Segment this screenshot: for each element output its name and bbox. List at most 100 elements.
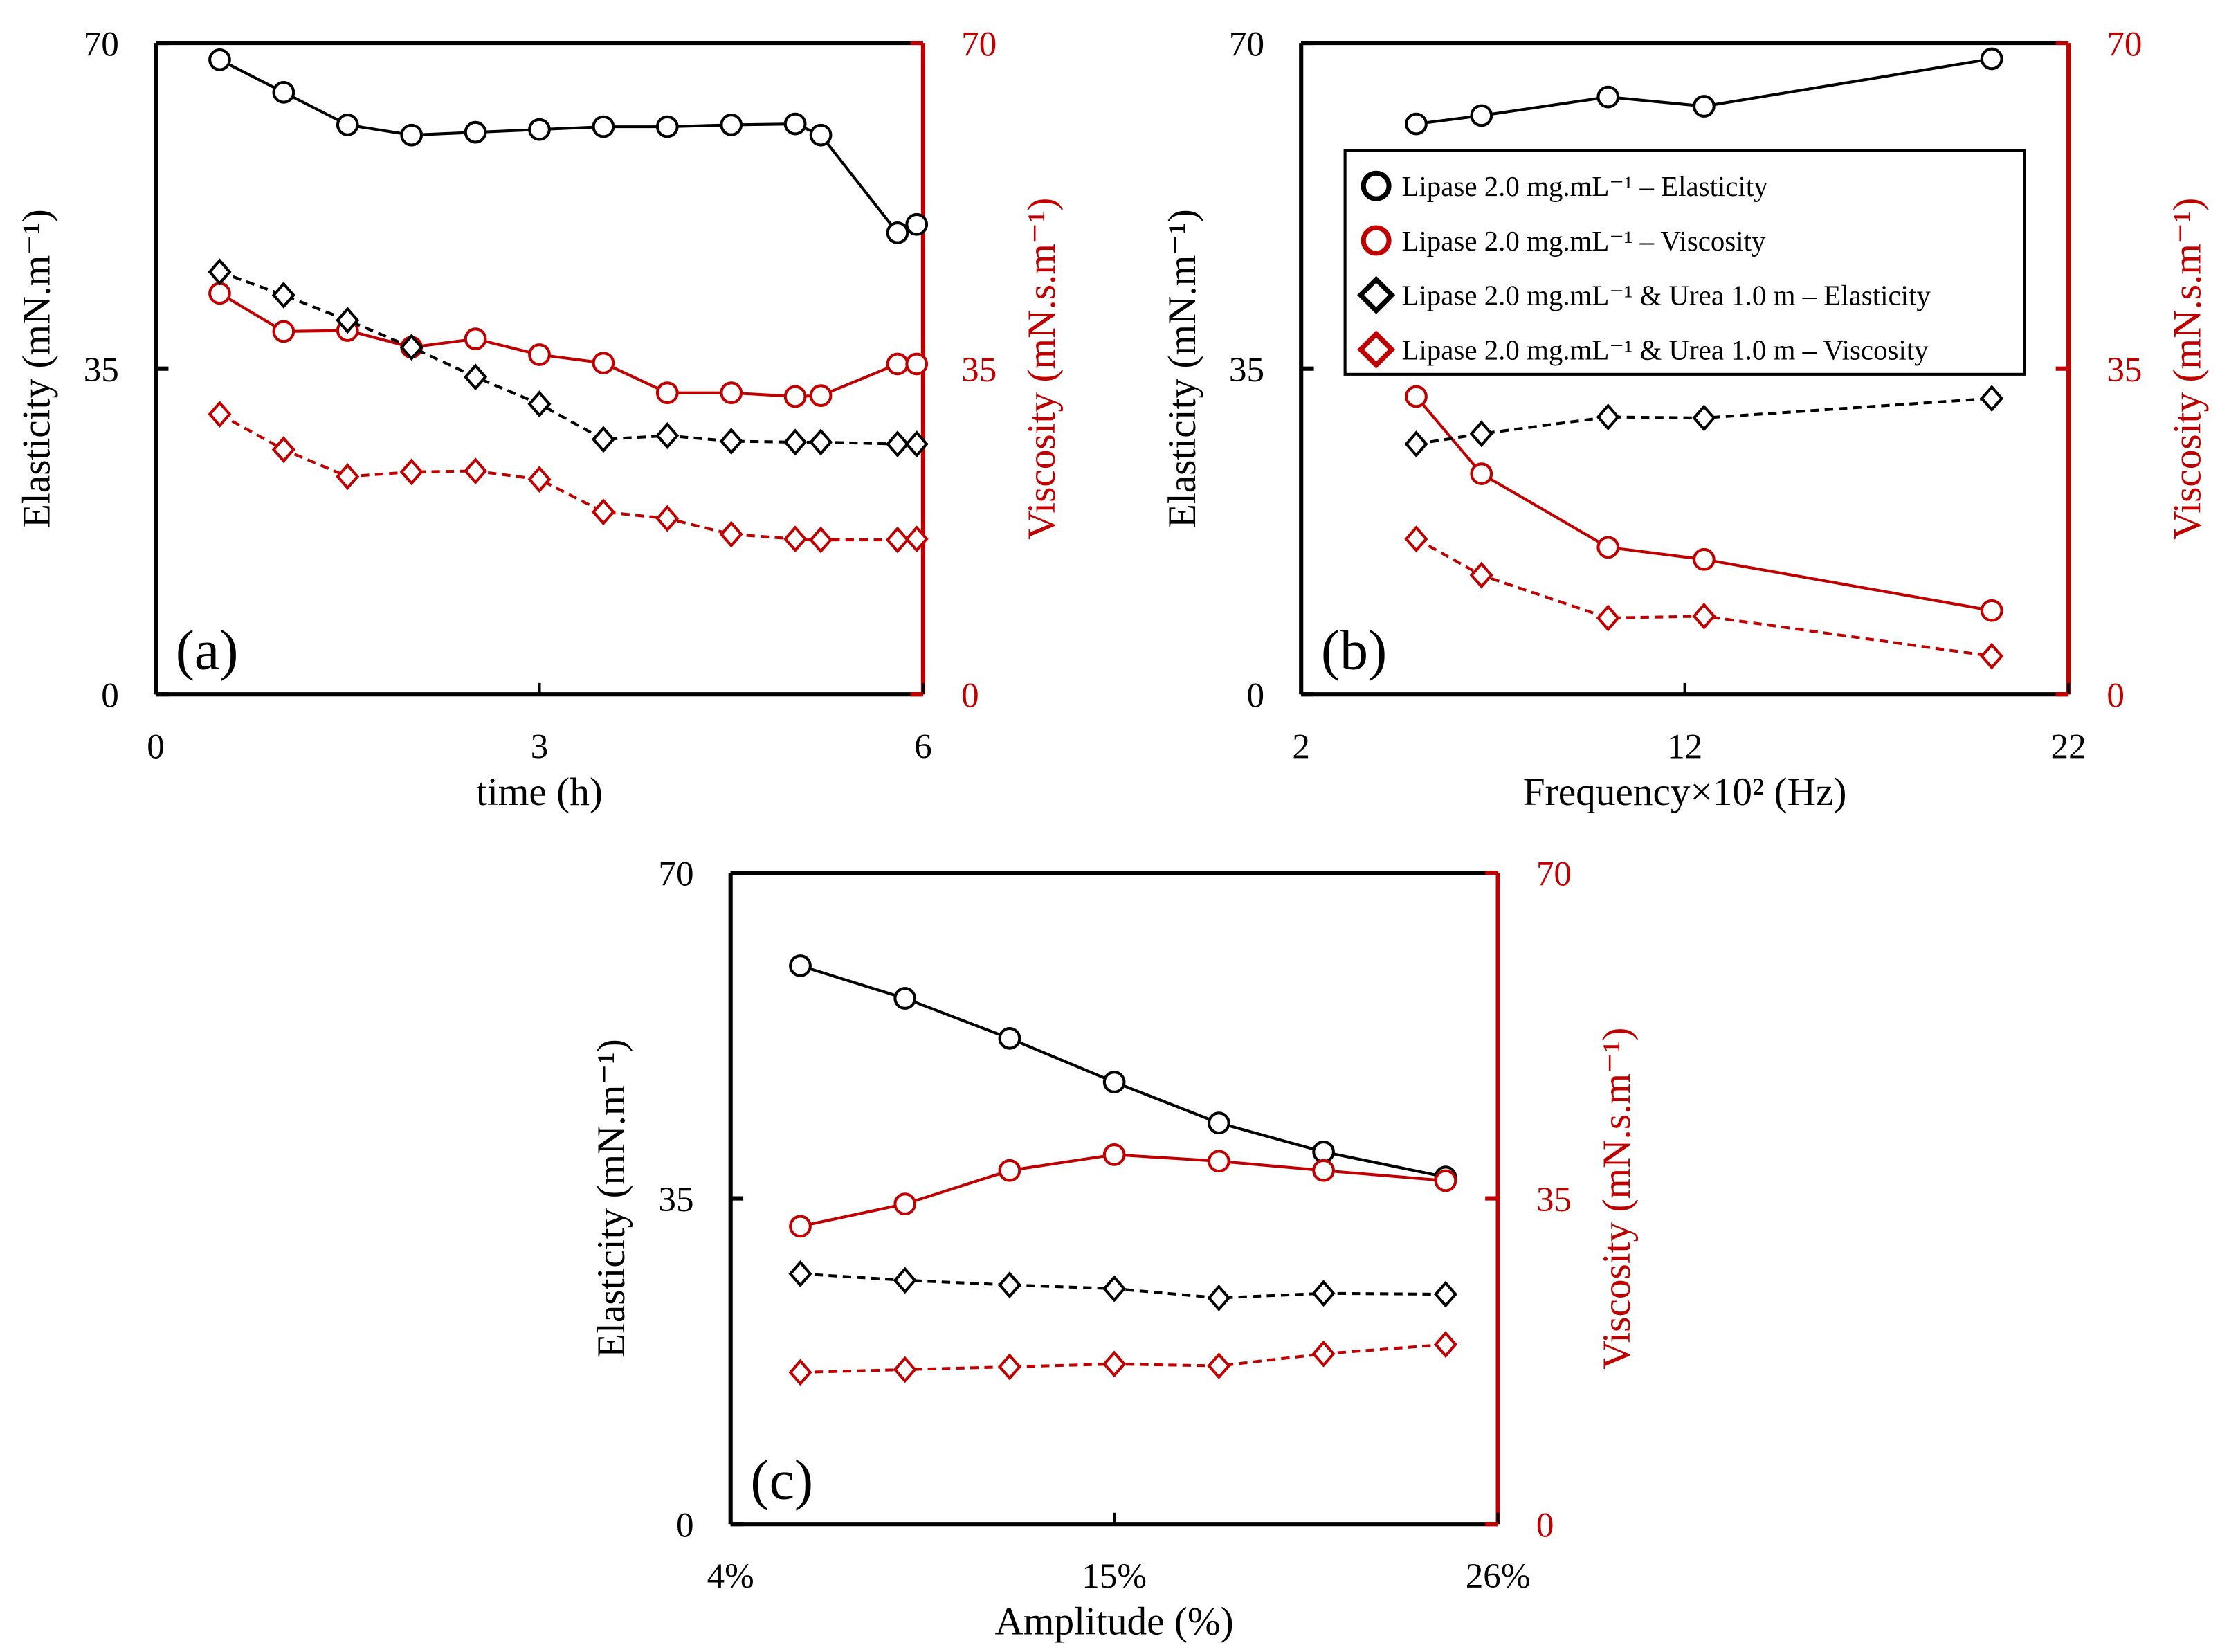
data-point <box>1596 85 1620 109</box>
data-point <box>904 525 929 553</box>
data-point <box>208 48 231 71</box>
series-4 <box>1404 525 2004 670</box>
series-line <box>800 1153 1446 1228</box>
panel-label: (b) <box>1321 618 1387 681</box>
y2-tick-label: 70 <box>2107 25 2142 64</box>
data-point <box>1434 1169 1457 1192</box>
data-point <box>1405 112 1428 136</box>
data-point <box>885 526 910 554</box>
data-point <box>272 80 295 104</box>
legend-item: Lipase 2.0 mg.mL⁻¹ & Urea 1.0 m – Elasti… <box>1357 275 1931 314</box>
data-point <box>997 1271 1021 1299</box>
data-point <box>1207 1111 1230 1135</box>
y2-tick-label: 35 <box>1536 1180 1572 1219</box>
data-point <box>527 390 552 418</box>
data-point <box>271 436 295 464</box>
data-point <box>464 120 487 144</box>
data-point <box>272 320 295 343</box>
data-point <box>336 463 360 491</box>
y-tick-label: 0 <box>1246 676 1264 716</box>
y-tick-label: 35 <box>84 350 119 390</box>
y2-tick-label: 70 <box>1536 854 1572 893</box>
data-point <box>1692 95 1716 118</box>
data-point <box>464 327 487 351</box>
legend-label: Lipase 2.0 mg.mL⁻¹ & Urea 1.0 m – Elasti… <box>1401 280 1931 311</box>
data-point <box>1596 403 1620 431</box>
series-line <box>219 292 917 399</box>
y2-axis-label: Viscosity (mN.s.m⁻¹) <box>2165 198 2209 540</box>
data-point <box>885 430 910 458</box>
data-point <box>655 421 680 449</box>
legend-marker-circle-icon <box>1361 170 1392 201</box>
y2-tick-label: 35 <box>2107 350 2142 390</box>
y-axis-label: Elasticity (mN.m⁻¹) <box>15 209 59 528</box>
data-point <box>886 221 909 244</box>
data-point <box>1102 1350 1127 1378</box>
y-tick-label: 70 <box>658 854 693 893</box>
data-point <box>336 114 359 136</box>
series-4 <box>788 1331 1458 1386</box>
data-point <box>1980 47 2003 71</box>
legend-label: Lipase 2.0 mg.mL⁻¹ – Viscosity <box>1401 226 1766 257</box>
legend-label: Lipase 2.0 mg.mL⁻¹ & Urea 1.0 m – Viscos… <box>1401 334 1929 365</box>
data-point <box>998 1026 1021 1050</box>
legend-item: Lipase 2.0 mg.mL⁻¹ & Urea 1.0 m – Viscos… <box>1357 330 1929 369</box>
data-point <box>655 115 679 138</box>
data-point <box>592 352 615 374</box>
data-point <box>399 458 424 486</box>
data-point <box>464 363 488 391</box>
series-line <box>219 58 918 235</box>
legend-box <box>1343 149 2026 376</box>
data-point <box>1207 1284 1231 1311</box>
data-point <box>893 1192 917 1216</box>
y2-axis-label: Viscosity (mN.s.m⁻¹) <box>1595 1028 1639 1370</box>
y-tick-label: 0 <box>676 1506 694 1545</box>
data-point <box>208 258 232 286</box>
data-point <box>720 381 743 404</box>
y-axis-label: Elasticity (mN.m⁻¹) <box>1161 209 1204 528</box>
series-2 <box>208 282 929 408</box>
y2-axis-label: Viscosity (mN.s.m⁻¹) <box>1020 198 1064 540</box>
data-point <box>997 1353 1021 1381</box>
data-point <box>1980 385 2004 412</box>
data-point <box>886 352 909 376</box>
x-tick-label: 4% <box>707 1556 754 1596</box>
series-line <box>1415 537 1992 658</box>
x-tick-label: 12 <box>1667 727 1702 766</box>
data-point <box>399 334 424 361</box>
data-point <box>1692 404 1716 432</box>
data-point <box>271 281 295 309</box>
data-point <box>783 385 807 408</box>
y-tick-label: 35 <box>1229 350 1264 390</box>
x-axis-label: time (h) <box>476 770 603 814</box>
x-tick-label: 26% <box>1466 1556 1531 1596</box>
panel-label: (c) <box>750 1448 813 1511</box>
data-point <box>905 212 929 236</box>
data-point <box>1405 385 1428 408</box>
data-point <box>1470 462 1493 485</box>
y2-tick-label: 35 <box>961 350 997 390</box>
panel-label: (a) <box>176 618 239 681</box>
data-point <box>1469 561 1493 589</box>
legend-item: Lipase 2.0 mg.mL⁻¹ – Elasticity <box>1361 170 1768 202</box>
data-point <box>998 1159 1021 1182</box>
y-tick-label: 35 <box>658 1180 693 1219</box>
data-point <box>527 466 552 493</box>
legend: Lipase 2.0 mg.mL⁻¹ – Elasticity Lipase 2.… <box>1343 149 2026 376</box>
data-point <box>1312 1159 1335 1182</box>
y-tick-label: 0 <box>101 676 119 716</box>
y2-tick-label: 70 <box>961 25 997 64</box>
data-point <box>464 457 488 485</box>
x-tick-label: 3 <box>531 727 549 766</box>
x-tick-label: 6 <box>914 727 932 766</box>
data-point <box>905 352 929 376</box>
data-point <box>655 381 679 404</box>
legend-label: Lipase 2.0 mg.mL⁻¹ – Elasticity <box>1401 171 1768 202</box>
series-4 <box>208 401 929 554</box>
x-axis-label: Amplitude (%) <box>995 1600 1234 1644</box>
data-point <box>783 112 807 136</box>
y2-tick-label: 0 <box>961 676 979 716</box>
